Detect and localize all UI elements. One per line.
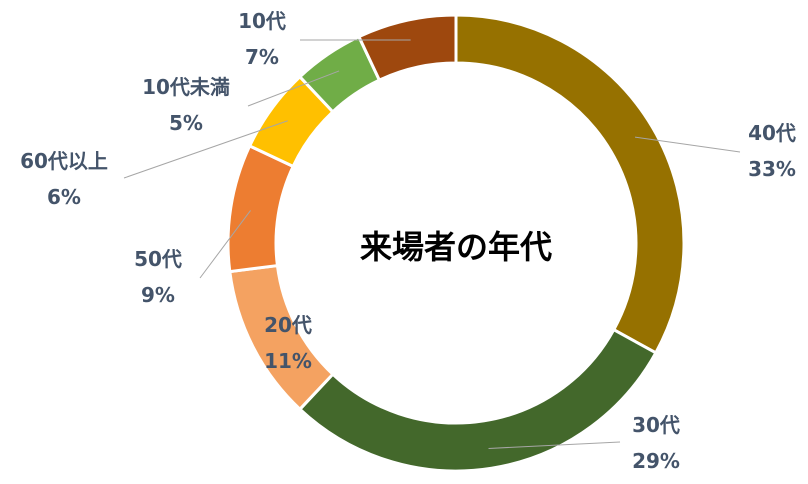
slice-3	[228, 263, 335, 412]
slices-group	[226, 13, 686, 473]
slice-6-name-label: 10代未満	[142, 75, 230, 99]
slice-2	[297, 327, 658, 473]
slice-7-percent-label: 7%	[245, 45, 279, 69]
slice-6-leader-line	[247, 70, 340, 107]
slice-2-name-label: 30代	[632, 413, 680, 437]
slice-6-percent-label: 5%	[169, 111, 203, 135]
slice-1-leader-line	[634, 136, 741, 153]
slice-7-name-label: 10代	[238, 9, 286, 33]
slice-2-percent-label: 29%	[632, 449, 680, 473]
slice-7	[356, 13, 458, 83]
slice-1-name-label: 40代	[748, 121, 796, 145]
slice-4-leader-line	[199, 210, 251, 279]
labels-group: 40代 33% 30代 29% 20代 11% 50代 9% 60代以上 6% 10代未満 5% 10代…	[20, 9, 796, 473]
slice-4	[226, 143, 296, 274]
slice-3-percent-label: 11%	[264, 349, 312, 373]
slice-1-percent-label: 33%	[748, 157, 796, 181]
slice-4-name-label: 50代	[134, 247, 182, 271]
leader-lines-group	[123, 39, 741, 449]
slice-1	[454, 13, 686, 355]
slice-5-percent-label: 6%	[47, 185, 81, 209]
slice-3-name-label: 20代	[264, 313, 312, 337]
chart-title: 来場者の年代	[360, 228, 552, 266]
slice-5-name-label: 60代以上	[20, 149, 108, 173]
slice-5-leader-line	[123, 120, 288, 179]
slice-4-percent-label: 9%	[141, 283, 175, 307]
slice-2-leader-line	[488, 441, 621, 449]
